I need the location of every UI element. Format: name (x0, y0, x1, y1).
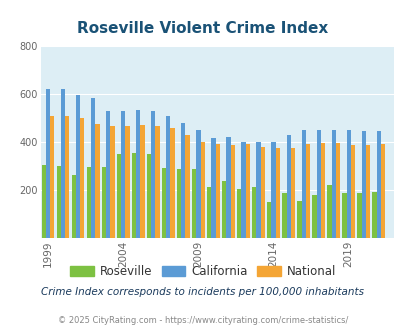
Bar (335, 143, 339, 238)
Bar (136, 110, 140, 238)
Bar (166, 115, 170, 238)
Bar (42, 165, 46, 238)
Bar (170, 127, 174, 238)
Text: Crime Index corresponds to incidents per 100,000 inhabitants: Crime Index corresponds to incidents per… (41, 287, 364, 297)
Bar (230, 146, 234, 238)
Bar (65, 115, 69, 238)
Bar (266, 202, 271, 238)
Bar (296, 201, 301, 238)
Bar (350, 146, 354, 238)
Bar (185, 135, 189, 238)
Bar (326, 185, 331, 238)
Bar (260, 147, 264, 238)
Bar (110, 126, 114, 238)
Bar (200, 142, 204, 238)
Bar (72, 176, 76, 238)
Bar (316, 130, 320, 238)
Bar (125, 126, 129, 238)
Bar (305, 144, 309, 238)
Bar (290, 148, 294, 238)
Bar (281, 193, 286, 238)
Bar (376, 131, 380, 238)
Bar (80, 118, 84, 238)
Bar (177, 169, 181, 238)
Bar (76, 95, 80, 238)
Bar (61, 89, 65, 238)
Bar (196, 130, 200, 238)
Bar (320, 143, 324, 238)
Bar (346, 130, 350, 238)
Bar (132, 153, 136, 238)
Bar (275, 148, 279, 238)
Bar (147, 154, 151, 238)
Bar (162, 168, 166, 238)
Bar (222, 182, 226, 238)
Bar (181, 123, 185, 238)
Bar (356, 193, 361, 238)
Bar (91, 98, 95, 238)
Bar (106, 111, 110, 238)
Bar (95, 124, 99, 238)
Bar (311, 194, 316, 238)
Bar (371, 192, 376, 238)
Bar (151, 111, 155, 238)
Bar (361, 131, 365, 238)
Bar (140, 125, 144, 238)
Bar (301, 130, 305, 238)
Legend: Roseville, California, National: Roseville, California, National (66, 262, 339, 282)
Bar (57, 166, 61, 238)
Bar (245, 144, 249, 238)
Bar (87, 167, 91, 238)
Text: Roseville Violent Crime Index: Roseville Violent Crime Index (77, 21, 328, 36)
Bar (207, 187, 211, 238)
Bar (192, 169, 196, 238)
Bar (380, 144, 384, 238)
Bar (50, 115, 54, 238)
Bar (226, 137, 230, 238)
Bar (215, 144, 219, 238)
Bar (271, 142, 275, 238)
Bar (252, 187, 256, 238)
Bar (46, 89, 50, 238)
Bar (117, 154, 121, 238)
Bar (237, 188, 241, 238)
Bar (286, 135, 290, 238)
Text: © 2025 CityRating.com - https://www.cityrating.com/crime-statistics/: © 2025 CityRating.com - https://www.city… (58, 315, 347, 325)
Bar (102, 167, 106, 238)
Bar (256, 142, 260, 238)
Bar (331, 130, 335, 238)
Bar (341, 193, 346, 238)
Bar (241, 142, 245, 238)
Bar (121, 111, 125, 238)
Bar (155, 126, 159, 238)
Bar (211, 138, 215, 238)
Bar (365, 146, 369, 238)
